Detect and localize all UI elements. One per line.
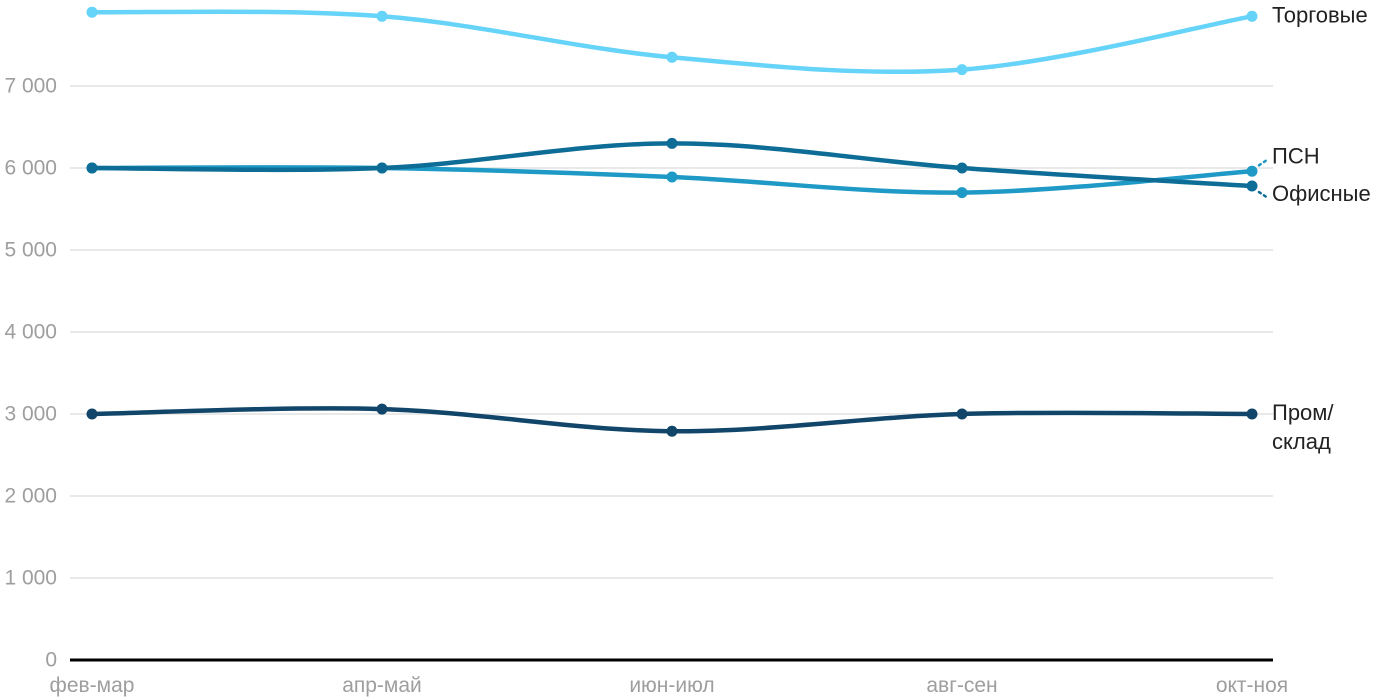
series-point-3-2[interactable]	[666, 425, 678, 437]
series-point-0-3[interactable]	[956, 64, 968, 76]
series-point-2-1[interactable]	[376, 162, 388, 174]
series-line-0	[89, 9, 1255, 75]
y-tick-label-1000: 1 000	[4, 567, 57, 590]
series-point-0-1[interactable]	[376, 10, 388, 22]
y-tick-label-2000: 2 000	[4, 485, 57, 508]
series-point-3-0[interactable]	[86, 408, 98, 420]
x-tick-label-0: фев-мар	[50, 674, 135, 697]
series-label-1: ПСН	[1272, 143, 1320, 168]
series-point-3-4[interactable]	[1246, 408, 1258, 420]
series-point-2-3[interactable]	[956, 162, 968, 174]
series-point-1-4[interactable]	[1246, 165, 1258, 177]
x-tick-label-3: авг-сен	[926, 674, 997, 697]
series-point-3-3[interactable]	[956, 408, 968, 420]
series-point-2-0[interactable]	[86, 162, 98, 174]
series-point-3-1[interactable]	[376, 403, 388, 415]
series-point-0-4[interactable]	[1246, 10, 1258, 22]
series-point-1-2[interactable]	[666, 171, 678, 183]
x-tick-label-2: июн-июл	[629, 674, 714, 697]
x-tick-label-1: апр-май	[342, 674, 422, 697]
series-point-2-4[interactable]	[1246, 180, 1258, 192]
y-tick-label-7000: 7 000	[4, 75, 57, 98]
series-point-2-2[interactable]	[666, 137, 678, 149]
series-label-0: Торговые	[1272, 2, 1368, 27]
y-tick-label-4000: 4 000	[4, 321, 57, 344]
y-tick-label-5000: 5 000	[4, 239, 57, 262]
y-tick-label-0: 0	[45, 649, 57, 672]
y-tick-label-3000: 3 000	[4, 403, 57, 426]
leader-line-2	[1257, 190, 1270, 200]
series-point-1-3[interactable]	[956, 187, 968, 199]
series-label-3: Пром/склад	[1272, 400, 1334, 454]
y-tick-label-6000: 6 000	[4, 157, 57, 180]
series-point-0-0[interactable]	[86, 6, 98, 18]
x-tick-label-4: окт-ноя	[1216, 674, 1288, 697]
series-label-2: Офисные	[1272, 181, 1371, 206]
leader-line-1	[1257, 158, 1270, 167]
series-point-0-2[interactable]	[666, 51, 678, 63]
